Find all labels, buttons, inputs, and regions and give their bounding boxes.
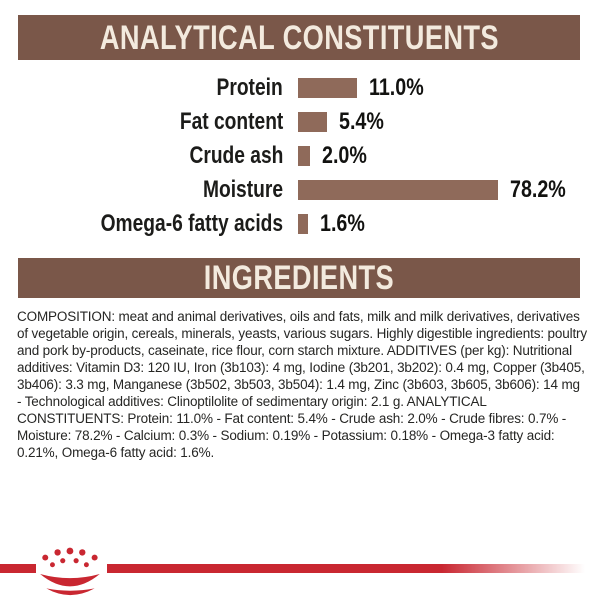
nutrient-bar	[298, 180, 498, 200]
nutrient-value: 11.0%	[369, 74, 424, 101]
chart-row: Fat content 5.4%	[17, 105, 583, 139]
nutrient-value: 5.4%	[339, 108, 384, 135]
nutrient-label: Moisture	[202, 176, 283, 203]
nutrient-bar	[298, 214, 308, 234]
analytical-constituents-banner: ANALYTICAL CONSTITUENTS	[18, 15, 580, 60]
ingredients-text: COMPOSITION: meat and animal derivatives…	[17, 309, 587, 460]
ingredients-banner: INGREDIENTS	[18, 258, 580, 298]
nutrient-label: Crude ash	[189, 142, 283, 169]
nutrient-bar	[298, 146, 310, 166]
chart-row: Protein 11.0%	[17, 71, 583, 105]
brand-line-left	[0, 564, 36, 573]
nutrient-label: Omega-6 fatty acids	[100, 210, 283, 237]
chart-row: Omega-6 fatty acids 1.6%	[17, 207, 583, 241]
royal-canin-crown-icon	[40, 547, 100, 596]
ingredients-title: INGREDIENTS	[203, 259, 395, 297]
nutrient-label: Fat content	[179, 108, 283, 135]
chart-row: Moisture 78.2%	[17, 173, 583, 207]
nutrient-bar	[298, 78, 357, 98]
chart-row: Crude ash 2.0%	[17, 139, 583, 173]
nutrient-label: Protein	[216, 74, 283, 101]
nutrient-value: 78.2%	[510, 176, 566, 203]
nutrient-value: 1.6%	[320, 210, 365, 237]
analytical-bar-chart: Protein 11.0% Fat content 5.4% Crude ash…	[17, 71, 583, 241]
nutrient-bar	[298, 112, 327, 132]
analytical-constituents-title: ANALYTICAL CONSTITUENTS	[99, 18, 499, 57]
brand-line-right	[107, 564, 585, 573]
nutrient-value: 2.0%	[322, 142, 367, 169]
